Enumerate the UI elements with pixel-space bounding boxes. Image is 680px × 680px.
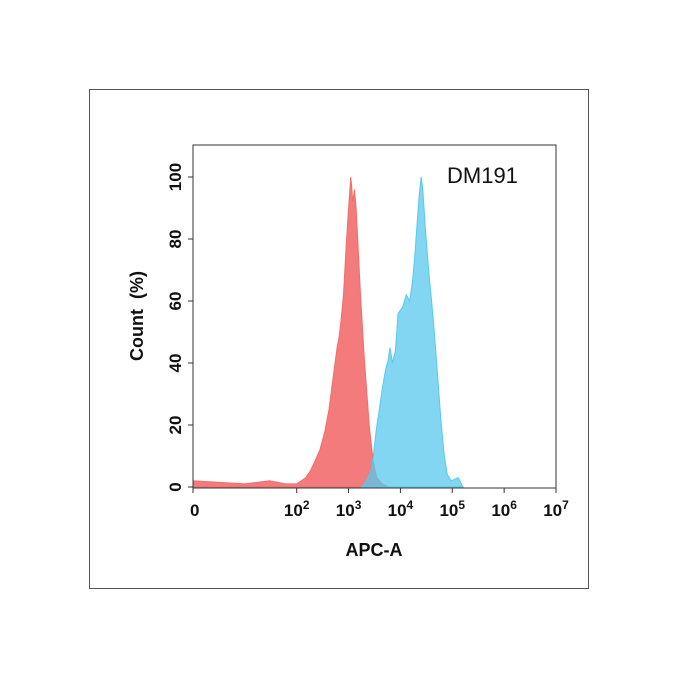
x-tick-exponent: 6 bbox=[510, 498, 517, 512]
y-axis-title: Count (%) bbox=[127, 271, 147, 361]
x-tick-label: 102 bbox=[284, 498, 310, 520]
series-area-0 bbox=[192, 176, 390, 488]
x-tick-label: 107 bbox=[543, 498, 569, 520]
x-tick-label: 104 bbox=[388, 498, 414, 520]
x-tick-exponent: 4 bbox=[407, 498, 414, 512]
x-tick-label: 106 bbox=[491, 498, 517, 520]
y-tick-label: 20 bbox=[166, 416, 185, 435]
series-areas bbox=[192, 176, 464, 488]
x-tick-exponent: 5 bbox=[458, 498, 465, 512]
chart-annotation: DM191 bbox=[447, 163, 518, 188]
y-axis-ticks: 0 20 40 60 80 100 bbox=[166, 163, 193, 492]
x-tick-base: 10 bbox=[439, 501, 458, 520]
y-tick-label: 100 bbox=[166, 163, 185, 191]
x-tick-exponent: 2 bbox=[303, 498, 310, 512]
y-tick-label: 80 bbox=[166, 230, 185, 249]
x-tick-base: 10 bbox=[336, 501, 355, 520]
series-area-1 bbox=[360, 176, 464, 488]
x-tick-base: 10 bbox=[491, 501, 510, 520]
plot-area bbox=[192, 144, 557, 489]
x-tick-base: 0 bbox=[190, 501, 199, 520]
figure-frame bbox=[89, 89, 589, 589]
x-tick-base: 10 bbox=[543, 501, 562, 520]
x-axis-ticks: 0 102 103 104 105 106 107 bbox=[190, 488, 569, 520]
x-tick-base: 10 bbox=[284, 501, 303, 520]
x-axis-title: APC-A bbox=[346, 540, 403, 560]
x-tick-exponent: 3 bbox=[355, 498, 362, 512]
x-tick-label: 0 bbox=[190, 501, 199, 520]
y-tick-label: 0 bbox=[166, 482, 185, 491]
y-tick-label: 60 bbox=[166, 292, 185, 311]
x-tick-label: 103 bbox=[336, 498, 362, 520]
x-tick-label: 105 bbox=[439, 498, 465, 520]
y-tick-label: 40 bbox=[166, 354, 185, 373]
x-tick-base: 10 bbox=[388, 501, 407, 520]
x-tick-exponent: 7 bbox=[562, 498, 569, 512]
